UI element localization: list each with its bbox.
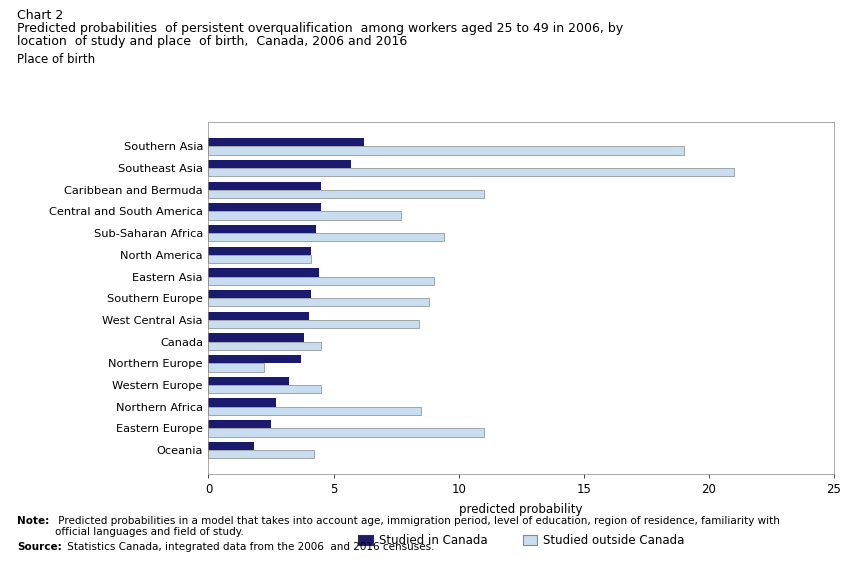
Bar [208, 255, 311, 263]
Bar [208, 333, 304, 341]
Text: location  of study and place  of birth,  Canada, 2006 and 2016: location of study and place of birth, Ca… [17, 35, 408, 48]
Text: Predicted probabilities  of persistent overqualification  among workers aged 25 : Predicted probabilities of persistent ov… [17, 22, 623, 35]
Text: Chart 2: Chart 2 [17, 9, 63, 22]
Bar [208, 298, 429, 307]
Bar [208, 355, 301, 364]
Text: Place of birth: Place of birth [17, 53, 95, 66]
Text: Predicted probabilities in a model that takes into account age, immigration peri: Predicted probabilities in a model that … [55, 516, 780, 537]
Legend: Studied in Canada, Studied outside Canada: Studied in Canada, Studied outside Canad… [354, 529, 688, 552]
Bar [208, 450, 313, 458]
Bar [208, 190, 483, 198]
Bar [208, 225, 316, 233]
Bar [208, 277, 434, 285]
Bar [208, 398, 276, 407]
Bar [208, 312, 309, 320]
Bar [208, 341, 321, 350]
Bar [208, 182, 321, 190]
Bar [208, 168, 734, 176]
Bar [208, 160, 351, 168]
Bar [208, 320, 419, 328]
Bar [208, 364, 264, 371]
Bar [208, 377, 288, 385]
Bar [208, 428, 483, 437]
Text: Note:: Note: [17, 516, 49, 526]
Text: Source:: Source: [17, 542, 62, 553]
Bar [208, 420, 271, 428]
Bar [208, 268, 318, 277]
X-axis label: predicted probability: predicted probability [460, 503, 583, 516]
Bar [208, 407, 421, 415]
Bar [208, 203, 321, 211]
Bar [208, 290, 311, 298]
Bar [208, 138, 363, 147]
Text: Statistics Canada, integrated data from the 2006  and 2016 censuses.: Statistics Canada, integrated data from … [64, 542, 434, 553]
Bar [208, 385, 321, 393]
Bar [208, 247, 311, 255]
Bar [208, 211, 401, 220]
Bar [208, 442, 254, 450]
Bar [208, 147, 684, 154]
Bar [208, 233, 443, 241]
